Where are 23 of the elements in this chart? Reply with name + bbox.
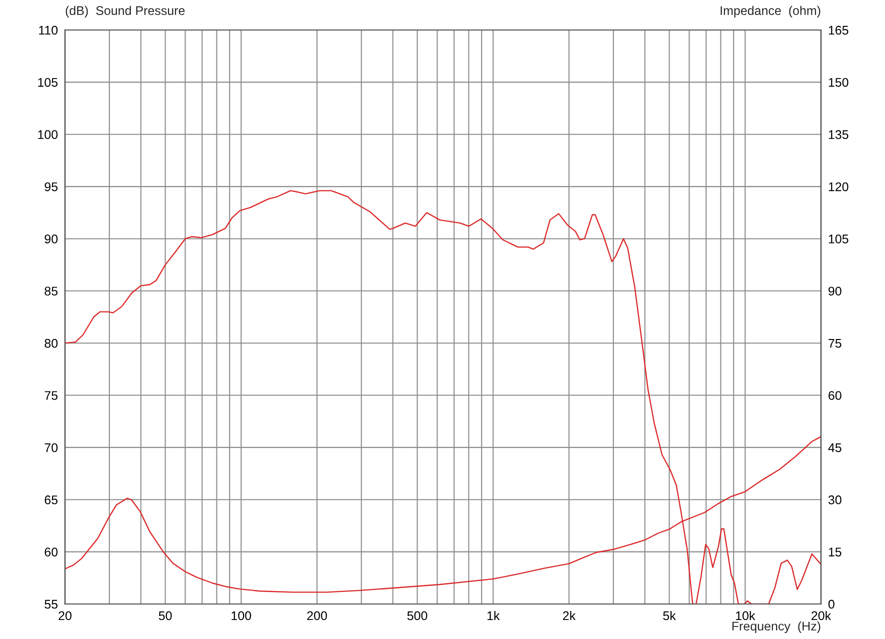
y-tick-label: 90 [44,234,58,244]
y-tick-label: 70 [44,443,58,452]
y-tick-label: 95 [44,182,58,192]
y2-tick-label: 90 [828,286,842,296]
y-tick-label: 55 [44,600,58,609]
y2-tick-label: 105 [828,234,848,244]
y-tick-label: 65 [44,495,58,504]
y-tick-label: 100 [38,130,58,140]
y2-tick-label: 135 [828,130,848,140]
y-tick-label: 85 [44,286,58,296]
y2-tick-label: 150 [828,78,848,87]
y-tick-label: 110 [39,26,58,35]
y-tick-label: 75 [44,391,58,400]
y2-tick-label: 15 [828,548,842,556]
y2-tick-label: 30 [828,495,842,504]
y2-tick-label: 165 [828,26,848,35]
y-tick-label: 105 [38,78,58,87]
y2-tick-label: 45 [828,443,842,452]
y2-tick-label: 60 [828,391,842,400]
y-tick-label: 60 [44,548,58,556]
y2-tick-label: 75 [828,339,842,348]
y2-tick-label: 120 [828,182,848,192]
y-tick-label: 80 [44,338,58,348]
